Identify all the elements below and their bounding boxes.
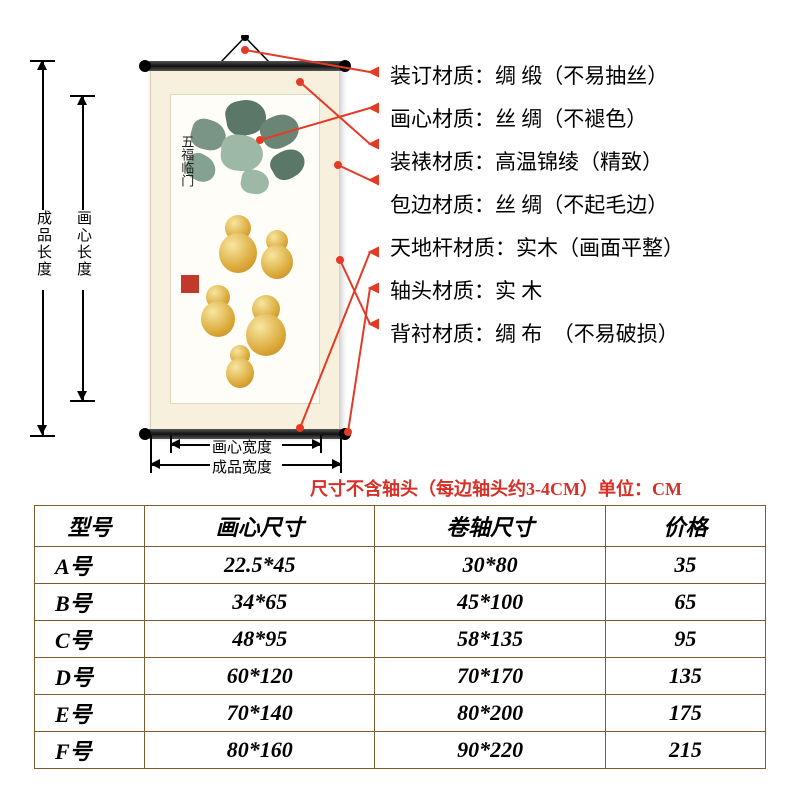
spec-value: 高温锦绫 xyxy=(495,150,579,174)
table-header: 型号 xyxy=(35,506,145,547)
spec-note: （不起毛边） xyxy=(542,193,668,217)
spec-row: 画心材质：丝 绸（不褪色） xyxy=(390,103,684,133)
spec-label: 天地杆材质： xyxy=(390,236,516,260)
table-cell: 90*220 xyxy=(375,732,605,769)
calligraphy-text: 五福临门 xyxy=(179,135,193,187)
spec-row: 装订材质：绸 缎（不易抽丝） xyxy=(390,60,684,90)
table-cell: 135 xyxy=(605,658,765,695)
spec-row: 装裱材质：高温锦绫（精致） xyxy=(390,146,684,176)
table-cell: 30*80 xyxy=(375,547,605,584)
spec-label: 画心材质： xyxy=(390,107,495,131)
art-core: 五福临门 xyxy=(170,94,320,404)
table-header: 价格 xyxy=(605,506,765,547)
spec-list: 装订材质：绸 缎（不易抽丝）画心材质：丝 绸（不褪色）装裱材质：高温锦绫（精致）… xyxy=(390,60,684,361)
table-cell: 65 xyxy=(605,584,765,621)
table-cell: 35 xyxy=(605,547,765,584)
table-header: 画心尺寸 xyxy=(145,506,375,547)
spec-note: （精致） xyxy=(579,150,663,174)
dim-outer-height-label: 成品长度 xyxy=(33,210,54,278)
table-cell: 95 xyxy=(605,621,765,658)
spec-row: 包边材质：丝 绸（不起毛边） xyxy=(390,189,684,219)
dim-core-width-label: 画心宽度 xyxy=(212,436,272,457)
table-cell: 34*65 xyxy=(145,584,375,621)
table-cell: 215 xyxy=(605,732,765,769)
table-cell: 80*160 xyxy=(145,732,375,769)
seal-stamp xyxy=(181,275,199,293)
spec-note: （不易抽丝） xyxy=(542,64,668,88)
table-row: B号34*6545*10065 xyxy=(35,584,766,621)
scroll-painting: 五福临门 xyxy=(150,35,340,435)
table-cell: 70*140 xyxy=(145,695,375,732)
table-cell: 45*100 xyxy=(375,584,605,621)
spec-value: 丝 绸 xyxy=(495,107,542,131)
table-row: C号48*9558*13595 xyxy=(35,621,766,658)
table-cell: 175 xyxy=(605,695,765,732)
table-row: E号70*14080*200175 xyxy=(35,695,766,732)
dim-outer-width-label: 成品宽度 xyxy=(212,456,272,477)
spec-row: 天地杆材质：实木（画面平整） xyxy=(390,232,684,262)
table-cell: 22.5*45 xyxy=(145,547,375,584)
spec-row: 背衬材质：绸 布 （不易破损） xyxy=(390,318,684,348)
table-cell: 58*135 xyxy=(375,621,605,658)
spec-label: 装裱材质： xyxy=(390,150,495,174)
spec-value: 绸 布 xyxy=(495,322,542,346)
table-cell: 48*95 xyxy=(145,621,375,658)
spec-value: 实木 xyxy=(516,236,558,260)
infographic-stage: 成品长度 画心长度 xyxy=(0,0,800,800)
spec-label: 轴头材质： xyxy=(390,279,495,303)
table-cell: C号 xyxy=(35,621,145,658)
table-cell: E号 xyxy=(35,695,145,732)
spec-value: 丝 绸 xyxy=(495,193,542,217)
size-price-table: 型号画心尺寸卷轴尺寸价格 A号22.5*4530*8035B号34*6545*1… xyxy=(34,505,766,769)
spec-note: （画面平整） xyxy=(558,236,684,260)
table-header: 卷轴尺寸 xyxy=(375,506,605,547)
table-row: D号60*12070*170135 xyxy=(35,658,766,695)
table-cell: A号 xyxy=(35,547,145,584)
spec-note: （不褪色） xyxy=(542,107,647,131)
table-row: A号22.5*4530*8035 xyxy=(35,547,766,584)
spec-value: 绸 缎 xyxy=(495,64,542,88)
table-cell: F号 xyxy=(35,732,145,769)
spec-label: 包边材质： xyxy=(390,193,495,217)
table-cell: B号 xyxy=(35,584,145,621)
size-note: 尺寸不含轴头（每边轴头约3-4CM）单位：CM xyxy=(310,475,682,501)
dim-core-height-label: 画心长度 xyxy=(73,210,94,278)
table-cell: 70*170 xyxy=(375,658,605,695)
spec-value: 实 木 xyxy=(495,279,542,303)
spec-label: 装订材质： xyxy=(390,64,495,88)
table-cell: D号 xyxy=(35,658,145,695)
spec-row: 轴头材质：实 木 xyxy=(390,275,684,305)
spec-label: 背衬材质： xyxy=(390,322,495,346)
table-cell: 80*200 xyxy=(375,695,605,732)
spec-note: （不易破损） xyxy=(542,322,679,346)
table-row: F号80*16090*220215 xyxy=(35,732,766,769)
table-cell: 60*120 xyxy=(145,658,375,695)
